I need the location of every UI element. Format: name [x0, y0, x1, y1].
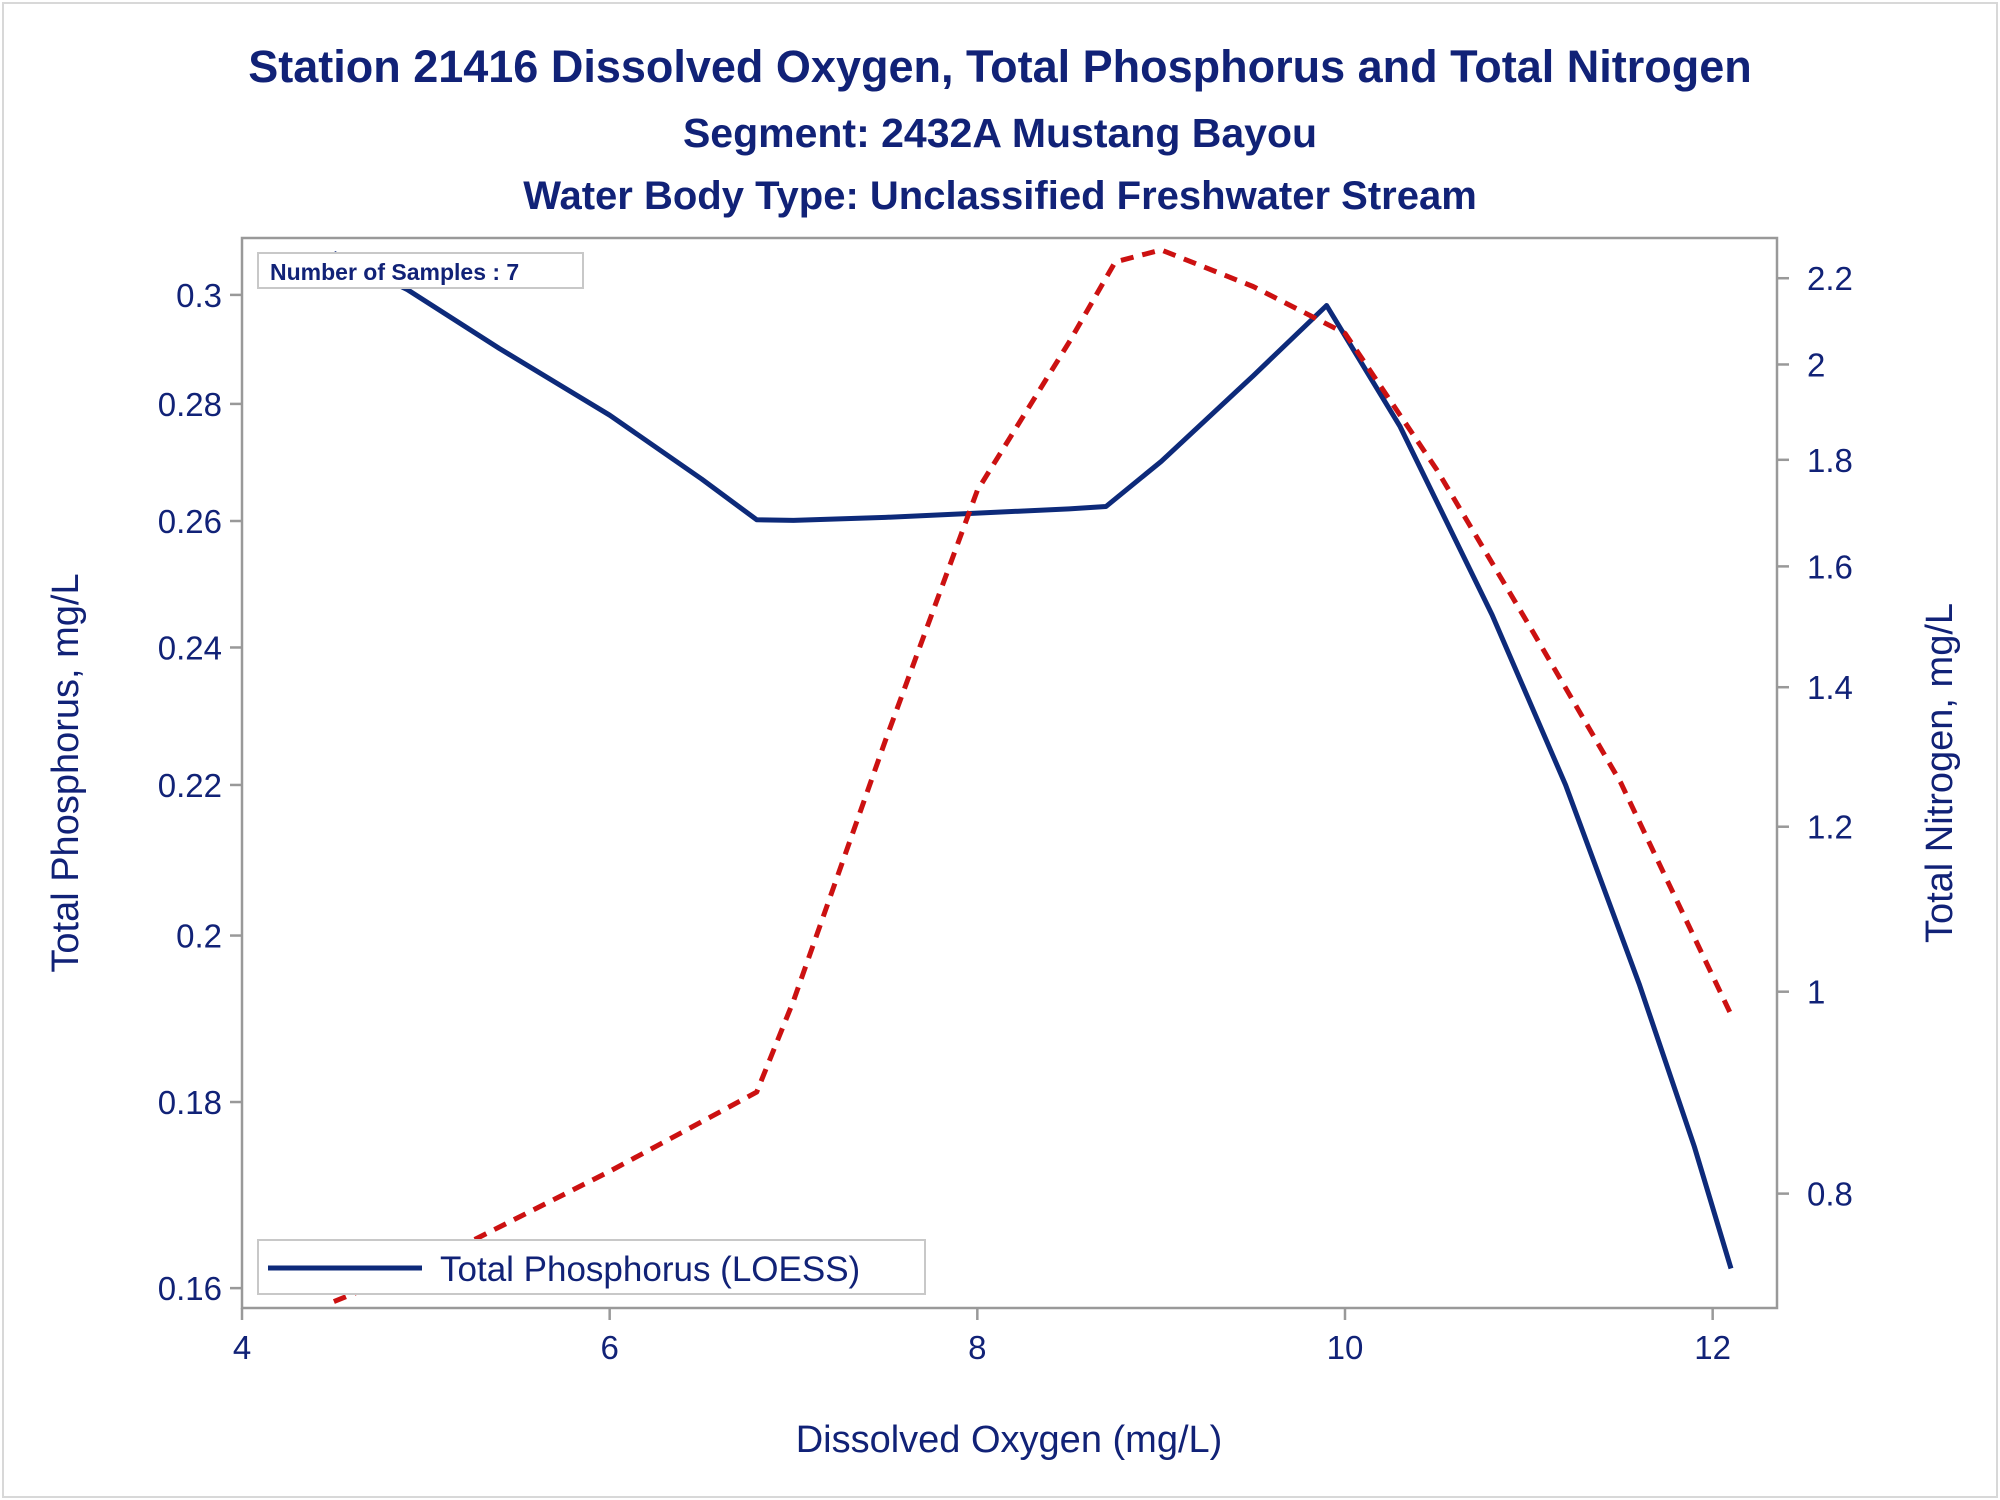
legend-label-phosphorus: Total Phosphorus (LOESS)	[440, 1250, 860, 1289]
y2-tick-label: 1.8	[1807, 442, 1853, 479]
y2-tick-label: 0.8	[1807, 1176, 1853, 1213]
y2-tick-label: 1	[1807, 974, 1825, 1011]
y2-tick-label: 1.6	[1807, 548, 1853, 585]
y-tick-label: 0.18	[158, 1084, 222, 1121]
y-axis-label: Total Phosphorus, mg/L	[45, 573, 87, 972]
water-body-subtitle: Water Body Type: Unclassified Freshwater…	[523, 174, 1477, 218]
x-tick-label: 10	[1327, 1329, 1364, 1366]
y-tick-label: 0.2	[176, 918, 222, 955]
plot-area	[240, 236, 1779, 1310]
samples-inset: Number of Samples : 7	[257, 252, 584, 289]
y-tick-label: 0.3	[176, 277, 222, 314]
y-tick-label: 0.16	[158, 1270, 222, 1307]
y-axis-left: 0.16 0.18 0.2 0.22 0.24 0.26 0.28 0.3	[158, 277, 242, 1307]
y2-axis-label: Total Nitrogen, mg/L	[1919, 603, 1961, 943]
y2-tick-label: 2.2	[1807, 260, 1853, 297]
series-line-phosphorus	[332, 251, 1734, 1270]
samples-inset-text: Number of Samples : 7	[270, 259, 519, 285]
series-layer	[332, 247, 1734, 1304]
segment-subtitle: Segment: 2432A Mustang Bayou	[682, 110, 1318, 156]
x-axis: 4 6 8 10 12	[233, 1308, 1731, 1366]
series-line-nitrogen	[332, 247, 1734, 1304]
y-tick-label: 0.22	[158, 767, 222, 804]
y2-tick-label: 1.2	[1807, 809, 1853, 846]
y-axis-right: 0.8 1 1.2 1.4 1.6 1.8 2 2.2	[1777, 260, 1853, 1213]
x-tick-label: 6	[600, 1329, 618, 1366]
y2-tick-label: 1.4	[1807, 669, 1853, 706]
x-axis-label: Dissolved Oxygen (mg/L)	[796, 1419, 1223, 1461]
y2-tick-label: 2	[1807, 346, 1825, 383]
y-tick-label: 0.26	[158, 503, 222, 540]
title-block: Station 21416 Dissolved Oxygen, Total Ph…	[0, 34, 2000, 226]
y-tick-label: 0.24	[158, 629, 222, 666]
x-tick-label: 8	[968, 1329, 986, 1366]
chart-title: Station 21416 Dissolved Oxygen, Total Ph…	[248, 41, 1752, 92]
y-tick-label: 0.28	[158, 386, 222, 423]
x-tick-label: 4	[233, 1329, 251, 1366]
samples-inset-box	[257, 252, 584, 289]
legend: Total Phosphorus (LOESS)	[257, 1239, 926, 1295]
x-tick-label: 12	[1694, 1329, 1731, 1366]
